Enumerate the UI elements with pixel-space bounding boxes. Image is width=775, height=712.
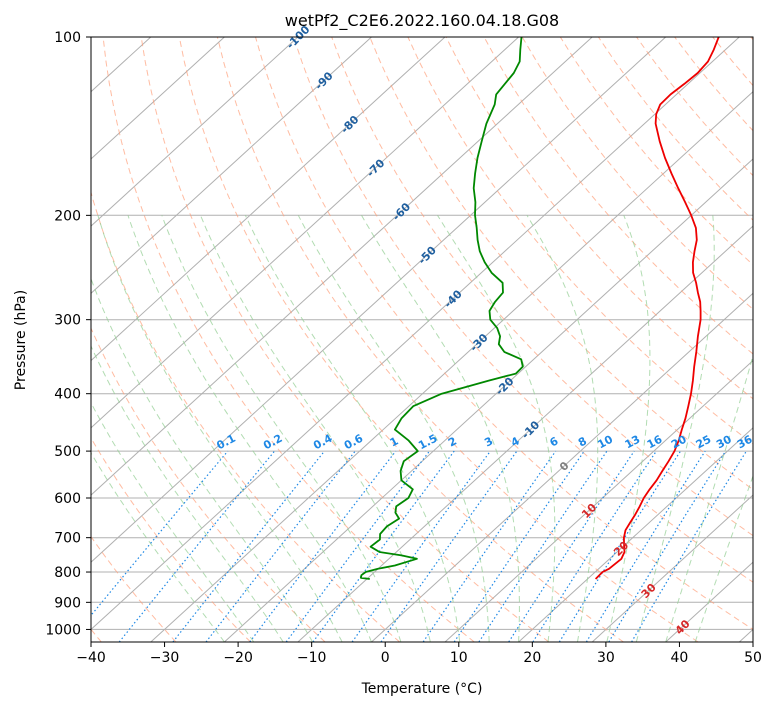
plot-area <box>91 37 753 642</box>
x-tick-label: 50 <box>744 650 762 666</box>
x-tick-label: 10 <box>450 650 468 666</box>
x-tick-label: 40 <box>671 650 689 666</box>
y-tick-label: 100 <box>54 30 81 46</box>
y-tick-label: 1000 <box>45 622 81 638</box>
y-tick-label: 300 <box>54 313 81 329</box>
y-tick-label: 800 <box>54 565 81 581</box>
y-tick-label: 900 <box>54 595 81 611</box>
y-tick-label: 200 <box>54 208 81 224</box>
y-tick-label: 500 <box>54 444 81 460</box>
x-tick-label: 30 <box>597 650 615 666</box>
x-tick-label: 0 <box>381 650 390 666</box>
x-axis-label: Temperature (°C) <box>361 681 483 697</box>
x-tick-label: −40 <box>76 650 106 666</box>
y-tick-label: 400 <box>54 387 81 403</box>
x-tick-label: −10 <box>297 650 327 666</box>
y-tick-label: 600 <box>54 491 81 507</box>
y-tick-label: 700 <box>54 531 81 547</box>
chart-title: wetPf2_C2E6.2022.160.04.18.G08 <box>285 11 559 31</box>
x-tick-label: −20 <box>223 650 253 666</box>
x-tick-label: 20 <box>523 650 541 666</box>
y-axis-label: Pressure (hPa) <box>13 290 29 390</box>
x-tick-label: −30 <box>150 650 180 666</box>
